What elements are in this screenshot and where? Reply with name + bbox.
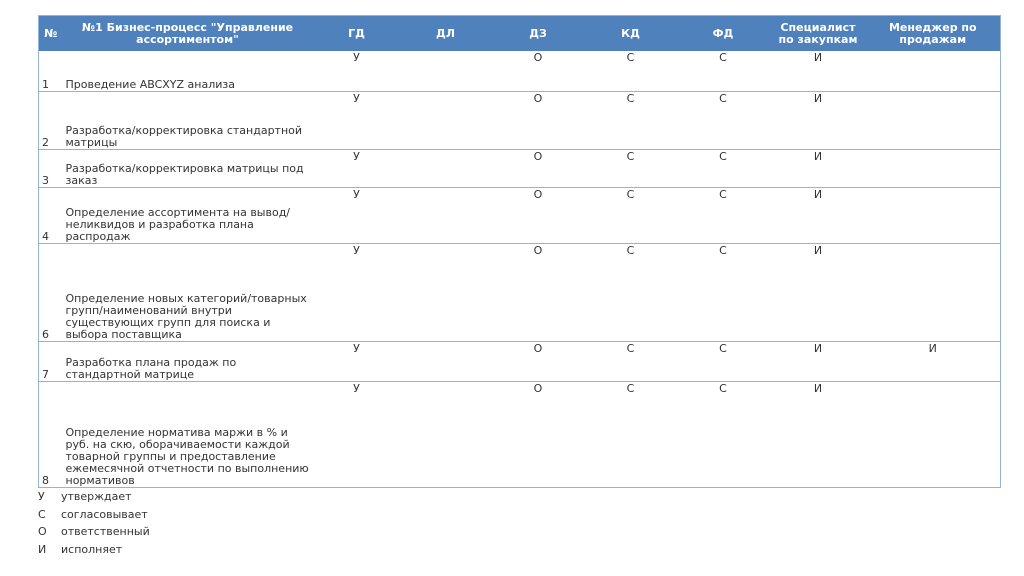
role-cell: О [490,149,586,188]
row-number: 3 [38,149,63,188]
role-cell [400,51,491,92]
column-header: ФД [675,15,771,51]
legend-letter: С [38,507,46,521]
role-cell: И [770,341,866,382]
role-cell: С [675,243,771,342]
role-cell: С [585,243,676,342]
column-header: КД [585,15,676,51]
column-header: ГД [312,15,401,51]
legend-letter: У [38,490,45,503]
role-cell: У [312,187,401,244]
role-cell: С [675,381,771,488]
table-row: 8 Определение норматива маржи в % и руб. … [38,381,1001,488]
row-number: 6 [38,243,63,342]
legend-letter: О [38,525,47,538]
role-cell: У [312,341,401,382]
role-cell: С [675,187,771,244]
role-cell: О [490,51,586,92]
table-row: 1 Проведение ABCXYZ анализа У О С С И [38,51,1001,92]
role-cell: И [770,381,866,488]
role-cell: У [312,149,401,188]
column-header: №1 Бизнес-процесс "Управление ассортимен… [62,15,313,51]
row-number: 1 [38,51,63,92]
role-cell [865,91,1001,150]
role-cell [865,51,1001,92]
role-cell [865,381,1001,488]
role-cell: О [490,243,586,342]
role-cell: И [770,51,866,92]
role-cell: С [585,51,676,92]
column-header: ДЛ [400,15,491,51]
legend-letter: И [38,542,47,556]
role-cell: И [770,91,866,150]
role-cell: С [585,381,676,488]
table-row: 3 Разработка/корректировка матрицы под за… [38,149,1001,188]
role-cell: И [770,243,866,342]
role-cell [865,149,1001,188]
table-row: 2 Разработка/корректировка стандартной ма… [38,91,1001,150]
legend-text: утверждает [61,490,132,503]
role-cell: О [490,91,586,150]
process-name: Разработка/корректировка матрицы под зак… [62,149,313,188]
table-row: 6 Определение новых категорий/товарных гр… [38,243,1001,342]
role-cell: И [770,187,866,244]
role-cell: У [312,381,401,488]
role-cell: У [312,51,401,92]
role-cell: О [490,381,586,488]
process-name: Разработка плана продаж по стандартной м… [62,341,313,382]
column-header: Менеджер по продажам [865,15,1001,51]
legend-text: исполняет [61,542,123,556]
row-number: 8 [38,381,63,488]
role-cell [400,187,491,244]
role-cell [400,341,491,382]
role-cell: С [675,341,771,382]
column-header: ДЗ [490,15,586,51]
role-cell [865,187,1001,244]
role-cell: С [675,91,771,150]
raci-table: № №1 Бизнес-процесс "Управление ассортиме… [38,15,1001,488]
role-cell [400,381,491,488]
role-cell: И [865,341,1001,382]
column-header: № [38,15,63,51]
column-header: Специалист по закупкам [770,15,866,51]
role-cell [400,243,491,342]
role-cell: У [312,243,401,342]
role-cell: С [585,149,676,188]
role-cell: С [675,149,771,188]
process-name: Определение ассортимента на вывод/неликв… [62,187,313,244]
row-number: 2 [38,91,63,150]
role-cell: С [585,91,676,150]
role-cell: С [585,187,676,244]
process-name: Определение новых категорий/товарных гру… [62,243,313,342]
header-row: № №1 Бизнес-процесс "Управление ассортиме… [38,15,1001,51]
role-cell: И [770,149,866,188]
row-number: 7 [38,341,63,382]
legend-text: ответственный [61,525,150,538]
table-body: 1 Проведение ABCXYZ анализа У О С С И 2 Разработ… [38,51,1001,488]
role-cell: О [490,341,586,382]
legend-text: согласовывает [61,507,148,521]
table-row: 4 Определение ассортимента на вывод/нелик… [38,187,1001,244]
process-name: Разработка/корректировка стандартной мат… [62,91,313,150]
role-cell: С [585,341,676,382]
process-name: Проведение ABCXYZ анализа [62,51,313,92]
row-number: 4 [38,187,63,244]
role-cell: У [312,91,401,150]
role-cell [400,149,491,188]
process-name: Определение норматива маржи в % и руб. н… [62,381,313,488]
role-cell [400,91,491,150]
role-cell: О [490,187,586,244]
role-cell [865,243,1001,342]
role-cell: С [675,51,771,92]
table-row: 7 Разработка плана продаж по стандартной … [38,341,1001,382]
